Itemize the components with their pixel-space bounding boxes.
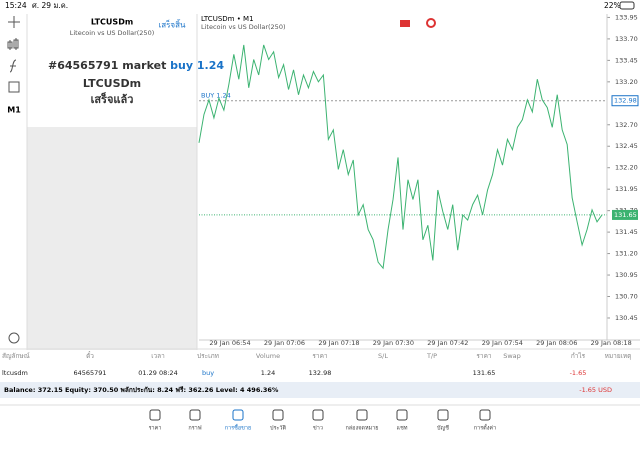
y-tick-label: 131.45 (615, 228, 638, 236)
column-header: ตั๋ว (86, 351, 94, 360)
table-bg (0, 350, 640, 380)
cell: ltcusdm (2, 369, 28, 377)
y-tick-label: 130.70 (615, 293, 638, 301)
x-tick-label: 29 Jan 07:42 (427, 339, 468, 347)
chart-subtitle: Litecoin vs US Dollar(250) (201, 23, 286, 31)
y-tick-label: 130.95 (615, 271, 638, 279)
cell: 132.98 (309, 369, 332, 377)
tab-label[interactable]: ประวัติ (270, 425, 286, 432)
tab-icon[interactable] (149, 409, 161, 421)
tab-icon[interactable] (396, 409, 408, 421)
column-header: Volume (256, 352, 280, 360)
y-tick-label: 130.45 (615, 314, 638, 322)
flag-icon (400, 20, 410, 27)
column-header: สัญลักษณ์ (2, 352, 30, 360)
x-tick-label: 29 Jan 07:54 (482, 339, 523, 347)
order-prefix: #64565791 market (48, 59, 166, 72)
tab-icon[interactable] (356, 409, 368, 421)
y-tick-label: 133.45 (615, 56, 638, 64)
y-tick-label: 131.20 (615, 250, 638, 258)
current-price-label: 131.65 (614, 211, 637, 219)
tab-label[interactable]: ข่าว (313, 426, 323, 432)
y-tick-label: 133.70 (615, 35, 638, 43)
current-price-box (612, 209, 638, 220)
column-header: Swap (503, 352, 521, 360)
battery-icon (619, 1, 635, 10)
tab-icon[interactable] (437, 409, 449, 421)
x-tick-label: 29 Jan 07:30 (373, 339, 414, 347)
order-status: เสร็จแล้ว (91, 92, 134, 106)
column-header: ประเภท (197, 352, 219, 360)
done-button[interactable]: เสร็จสิ้น (159, 19, 186, 30)
tab-icon[interactable] (232, 409, 244, 421)
balance-bg (0, 382, 640, 398)
tab-icon[interactable] (272, 409, 284, 421)
function-tool[interactable] (9, 59, 17, 73)
cell: -1.65 (570, 369, 587, 377)
price-line (198, 44, 603, 270)
x-tick-label: 29 Jan 06:54 (209, 339, 250, 347)
column-header: ราคา (312, 352, 327, 360)
tab-label[interactable]: ราคา (149, 426, 162, 432)
y-tick-label: 131.95 (615, 185, 638, 193)
time: 15:24 (5, 1, 27, 10)
column-header: กำไร (571, 352, 586, 360)
tab-label[interactable]: การซื้อขาย (225, 424, 251, 432)
order-price-label: 132.98 (614, 97, 637, 105)
balance: Balance: 372.15 Equity: 370.50 พลักประกั… (4, 386, 279, 394)
column-header: T/P (426, 352, 437, 360)
cell: 01.29 08:24 (138, 369, 177, 377)
search-tool[interactable] (8, 332, 20, 344)
flag-icon (426, 18, 436, 28)
tab-label[interactable]: กล่องจดหมาย (345, 426, 378, 432)
timeframe[interactable]: M1 (7, 106, 21, 115)
order-price-box (611, 95, 639, 107)
x-tick-label: 29 Jan 08:06 (536, 339, 577, 347)
x-tick-label: 29 Jan 08:18 (591, 339, 632, 347)
x-tick-label: 29 Jan 07:18 (318, 339, 359, 347)
tab-label[interactable]: บัญชี (437, 425, 449, 432)
tab-icon[interactable] (479, 409, 491, 421)
cell: 1.24 (261, 369, 275, 377)
total-profit: -1.65 USD (579, 386, 612, 394)
y-tick-label: 133.95 (615, 13, 638, 21)
battery: 22% (604, 1, 621, 10)
order-action: buy 1.24 (170, 59, 224, 72)
order-line: #64565791 market buy 1.24 (48, 59, 224, 72)
x-tick-label: 29 Jan 07:06 (264, 339, 305, 347)
cell: 131.65 (473, 369, 496, 377)
date: ศ. 29 ม.ค. (32, 1, 68, 10)
empty-panel (27, 127, 197, 370)
y-tick-label: 132.45 (615, 142, 638, 150)
tab-label[interactable]: แชท (397, 425, 408, 432)
tab-icon[interactable] (189, 409, 201, 421)
order-line-label: BUY 1.24 (201, 92, 231, 100)
column-header: เวลา (151, 352, 165, 360)
description: Litecoin vs US Dollar(250) (70, 29, 155, 37)
symbol: LTCUSDm (91, 18, 133, 27)
cell: buy (202, 369, 214, 377)
tab-icon[interactable] (312, 409, 324, 421)
column-header: ราคา (476, 352, 491, 360)
column-header: หมายเหตุ (605, 352, 632, 360)
cell: 64565791 (73, 369, 106, 377)
y-tick-label: 132.20 (615, 164, 638, 172)
y-tick-label: 132.70 (615, 121, 638, 129)
crosshair-tool[interactable] (8, 16, 20, 28)
column-header: S/L (378, 352, 388, 360)
tab-label[interactable]: กราฟ (188, 425, 201, 432)
chart-title: LTCUSDm • M1 (201, 15, 254, 23)
y-tick-label: 133.20 (615, 78, 638, 86)
objects-tool[interactable] (8, 81, 20, 93)
tab-label[interactable]: การตั้งค่า (474, 424, 496, 432)
indicator-tool[interactable] (7, 38, 19, 50)
order-symbol: LTCUSDm (83, 77, 141, 90)
